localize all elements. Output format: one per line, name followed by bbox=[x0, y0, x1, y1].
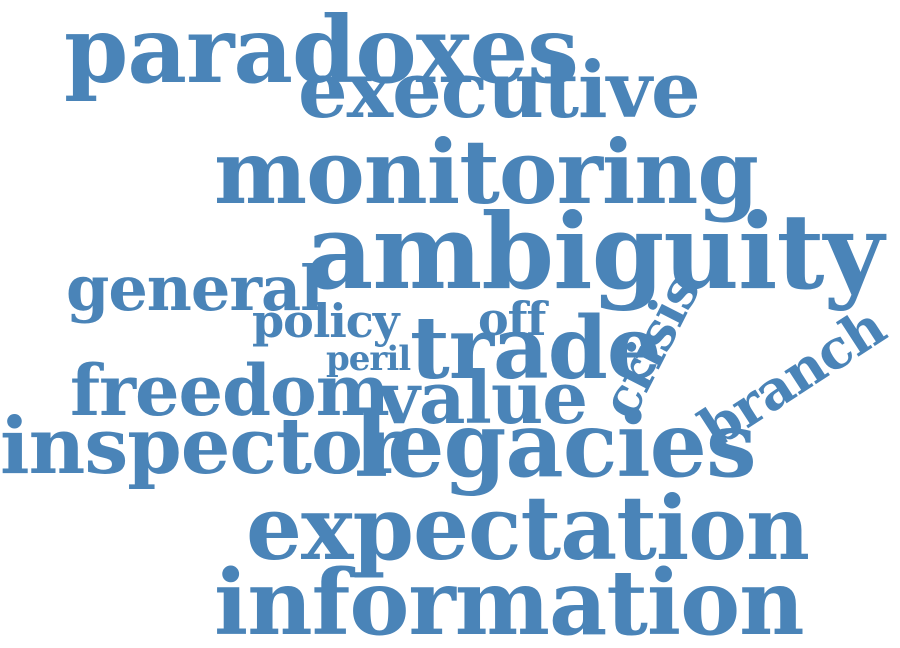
word-peril: peril bbox=[326, 339, 411, 379]
word-off: off bbox=[478, 292, 546, 346]
word-expectation: expectation bbox=[246, 476, 810, 580]
word-paradoxes: paradoxes bbox=[64, 0, 579, 104]
word-freedom: freedom bbox=[70, 349, 390, 432]
word-trade: trade bbox=[410, 298, 662, 399]
word-value: value bbox=[378, 355, 588, 440]
word-inspector: inspector bbox=[0, 401, 403, 492]
word-information: information bbox=[214, 550, 805, 648]
word-general: general bbox=[66, 252, 324, 325]
word-policy: policy bbox=[252, 294, 400, 348]
word-executive: executive bbox=[298, 45, 701, 136]
word-monitoring: monitoring bbox=[214, 120, 759, 224]
word-legacies: legacies bbox=[354, 392, 757, 498]
word-ambiguity: ambiguity bbox=[306, 190, 884, 313]
